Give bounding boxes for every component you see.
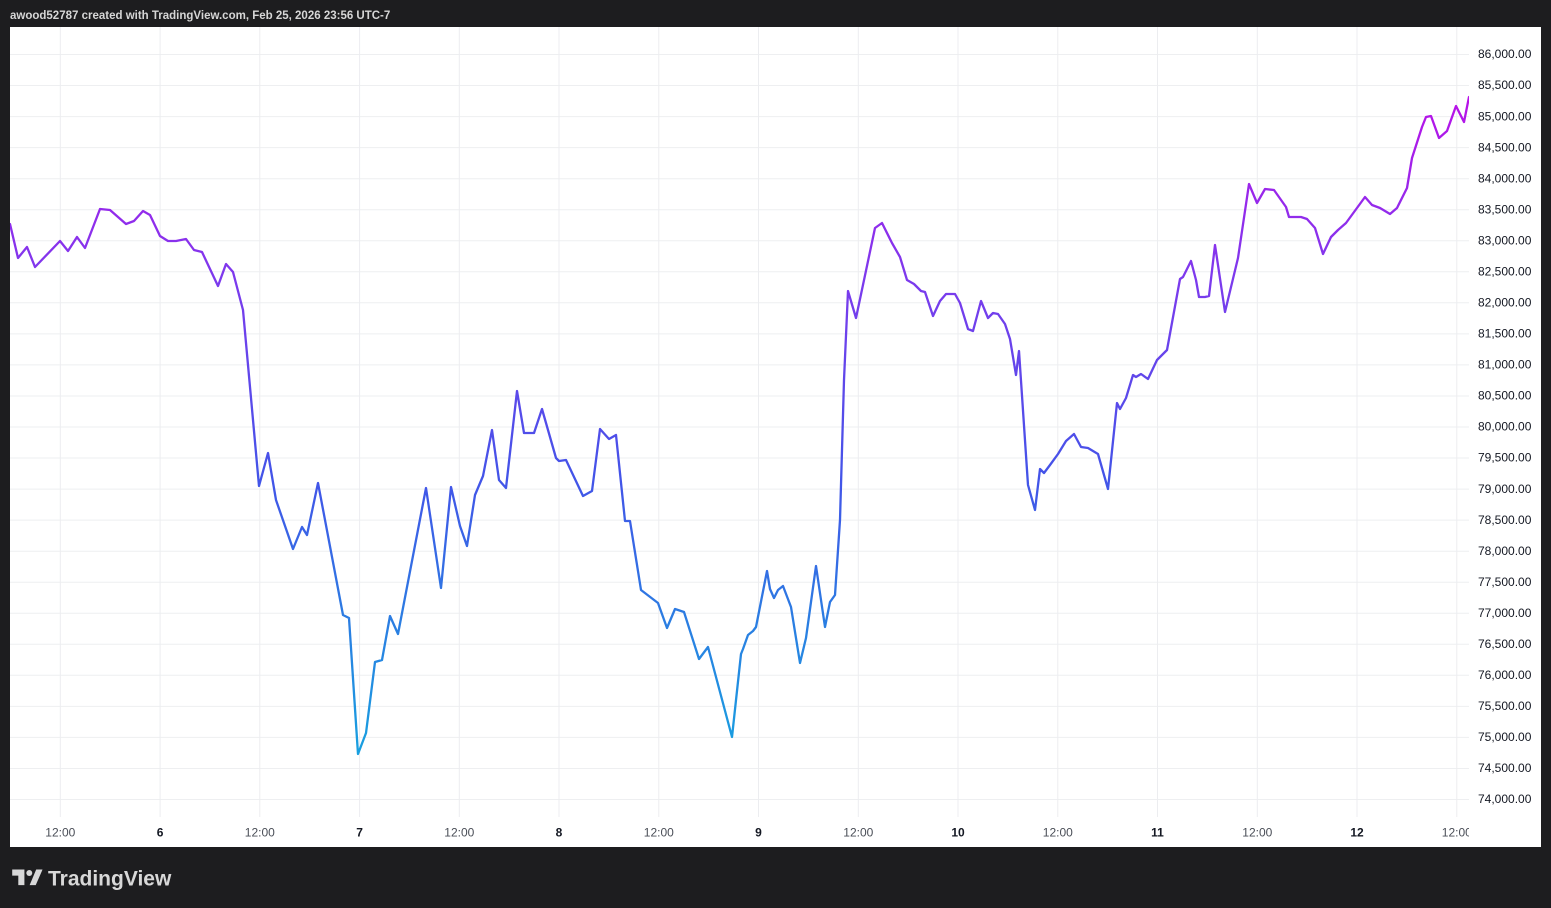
svg-text:76,500.00: 76,500.00 <box>1478 637 1532 651</box>
svg-text:86,000.00: 86,000.00 <box>1478 47 1532 61</box>
svg-text:80,000.00: 80,000.00 <box>1478 420 1532 434</box>
svg-text:81,500.00: 81,500.00 <box>1478 327 1532 341</box>
svg-text:84,000.00: 84,000.00 <box>1478 171 1532 185</box>
svg-text:12:00: 12:00 <box>1442 826 1472 840</box>
svg-text:78,500.00: 78,500.00 <box>1478 513 1532 527</box>
svg-text:81,000.00: 81,000.00 <box>1478 358 1532 372</box>
svg-text:9: 9 <box>755 826 762 840</box>
svg-text:83,500.00: 83,500.00 <box>1478 202 1532 216</box>
svg-text:12:00: 12:00 <box>444 826 474 840</box>
svg-text:83,000.00: 83,000.00 <box>1478 234 1532 248</box>
svg-text:78,000.00: 78,000.00 <box>1478 544 1532 558</box>
svg-text:8: 8 <box>556 826 563 840</box>
svg-text:12:00: 12:00 <box>1043 826 1073 840</box>
svg-text:79,500.00: 79,500.00 <box>1478 451 1532 465</box>
svg-text:84,500.00: 84,500.00 <box>1478 140 1532 154</box>
svg-text:75,500.00: 75,500.00 <box>1478 699 1532 713</box>
svg-text:82,000.00: 82,000.00 <box>1478 296 1532 310</box>
svg-text:79,000.00: 79,000.00 <box>1478 482 1532 496</box>
svg-text:12:00: 12:00 <box>644 826 674 840</box>
svg-text:77,500.00: 77,500.00 <box>1478 575 1532 589</box>
svg-text:12:00: 12:00 <box>245 826 275 840</box>
svg-text:85,500.00: 85,500.00 <box>1478 78 1532 92</box>
svg-text:74,500.00: 74,500.00 <box>1478 761 1532 775</box>
svg-text:awood52787 created with Tradin: awood52787 created with TradingView.com,… <box>10 10 390 22</box>
svg-text:77,000.00: 77,000.00 <box>1478 606 1532 620</box>
svg-text:7: 7 <box>356 826 363 840</box>
svg-text:12:00: 12:00 <box>1242 826 1272 840</box>
svg-text:12:00: 12:00 <box>843 826 873 840</box>
svg-text:6: 6 <box>157 826 164 840</box>
svg-text:85,000.00: 85,000.00 <box>1478 109 1532 123</box>
svg-text:74,000.00: 74,000.00 <box>1478 792 1532 806</box>
svg-text:12: 12 <box>1350 826 1364 840</box>
svg-text:11: 11 <box>1151 826 1164 840</box>
svg-text:12:00: 12:00 <box>45 826 75 840</box>
svg-text:TradingView: TradingView <box>48 868 172 891</box>
svg-text:82,500.00: 82,500.00 <box>1478 265 1532 279</box>
svg-text:10: 10 <box>951 826 965 840</box>
svg-text:76,000.00: 76,000.00 <box>1478 668 1532 682</box>
svg-text:75,000.00: 75,000.00 <box>1478 730 1532 744</box>
svg-text:80,500.00: 80,500.00 <box>1478 389 1532 403</box>
